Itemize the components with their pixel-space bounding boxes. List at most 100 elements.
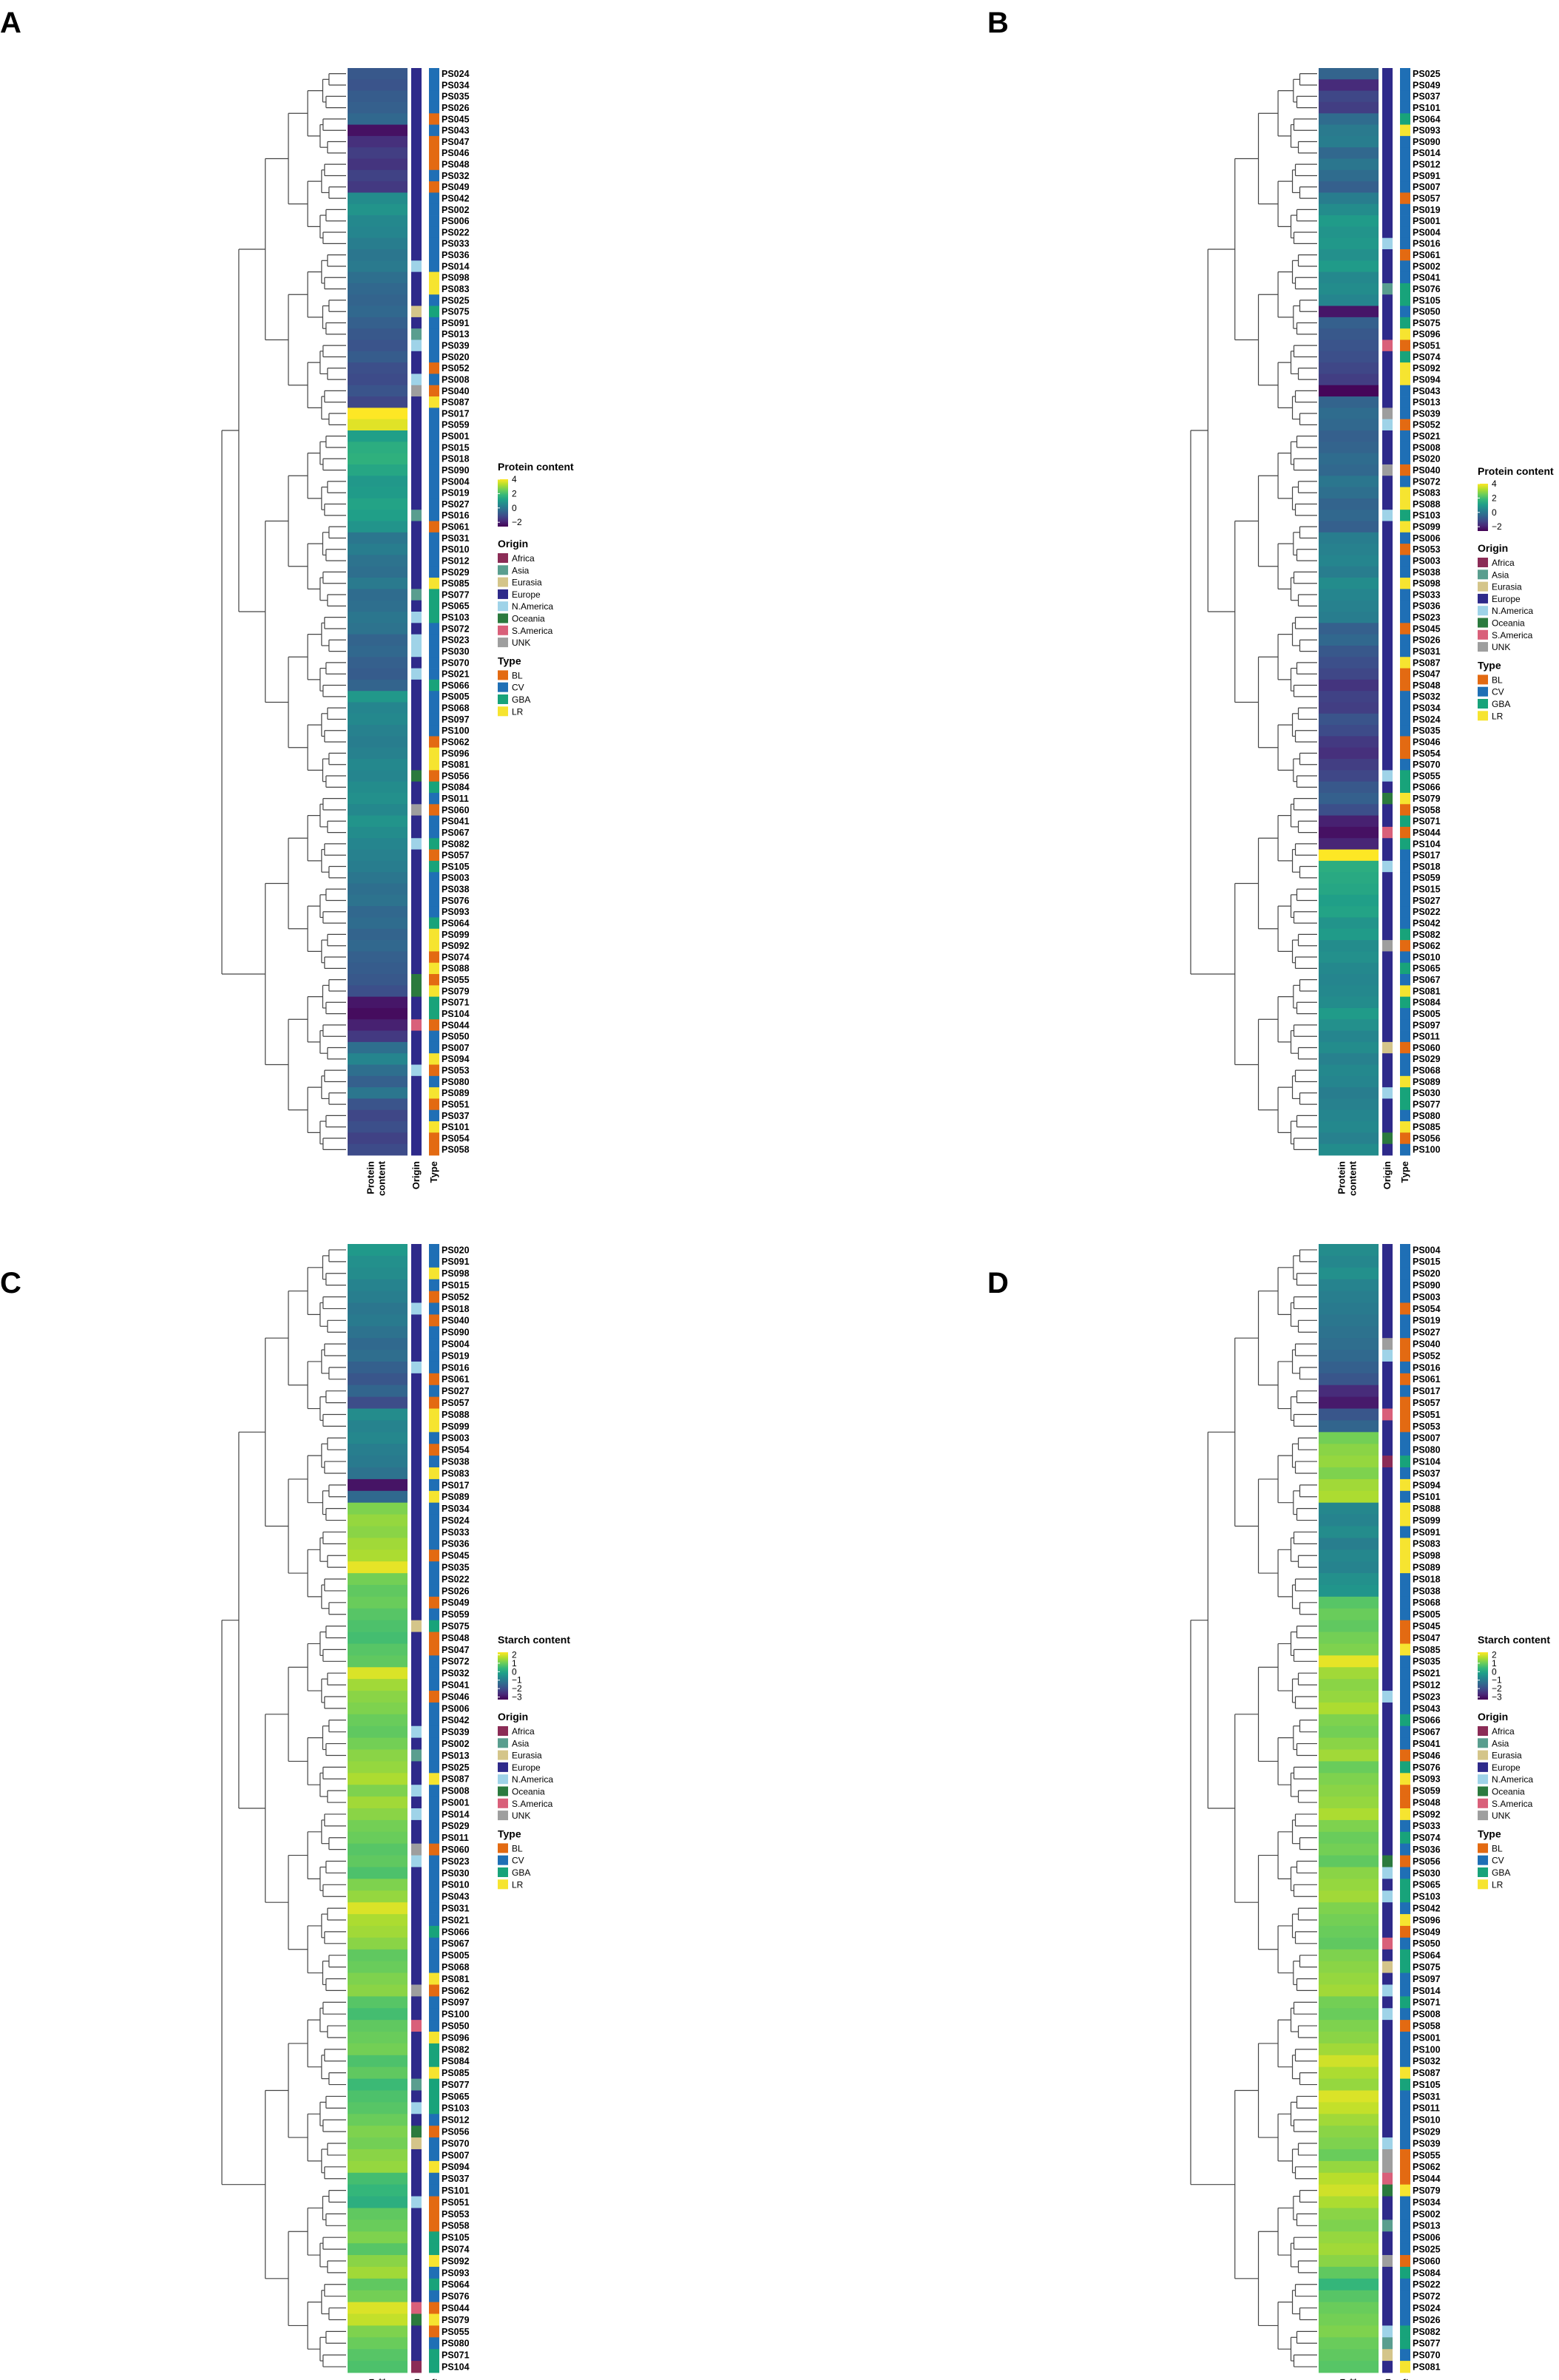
heatmap-cell (348, 339, 407, 352)
row-label: PS020 (442, 1245, 470, 1255)
type-cell (429, 1121, 439, 1133)
legend-type-title: Type (498, 655, 521, 666)
heatmap-cell (1319, 1255, 1379, 1268)
legend-origin-item: UNK (1492, 642, 1510, 652)
row-label: PS061 (442, 1374, 470, 1385)
row-label: PS012 (1413, 1680, 1441, 1690)
type-cell (429, 2137, 439, 2150)
column-label: Type (428, 1161, 439, 1183)
heatmap-cell (1319, 928, 1379, 941)
origin-cell (1382, 962, 1393, 975)
legend-origin-item: Africa (512, 1726, 535, 1737)
type-cell (429, 1843, 439, 1856)
row-label: PS060 (442, 805, 470, 815)
origin-cell (411, 1514, 422, 1527)
type-cell (1400, 770, 1410, 782)
type-cell (1400, 1350, 1410, 1362)
row-label: PS049 (442, 1598, 470, 1608)
row-label: PS047 (442, 137, 470, 147)
legend-type-item: BL (512, 1843, 523, 1853)
legend-swatch (1478, 711, 1488, 721)
legend-origin-title: Origin (1478, 542, 1508, 554)
origin-cell (411, 2055, 422, 2068)
origin-cell (411, 294, 422, 306)
heatmap-cell (1319, 2349, 1379, 2362)
heatmap-cell (1319, 883, 1379, 896)
heatmap-cell (348, 1984, 407, 1997)
type-cell (429, 2160, 439, 2174)
heatmap-cell (348, 1667, 407, 1680)
origin-cell (1382, 1132, 1393, 1145)
row-label: PS003 (442, 873, 470, 883)
heatmap-cell (1319, 2243, 1379, 2256)
row-label: PS024 (1413, 714, 1441, 725)
type-cell (1400, 1902, 1410, 1915)
origin-cell (411, 203, 422, 216)
type-cell (1400, 917, 1410, 930)
origin-cell (1382, 691, 1393, 703)
type-cell (1400, 385, 1410, 397)
row-label: PS049 (1413, 1927, 1441, 1937)
type-cell (1400, 1490, 1410, 1504)
heatmap-cell (1319, 1314, 1379, 1327)
row-label: PS056 (1413, 1856, 1441, 1867)
scale-tick-label: −2 (1492, 521, 1502, 532)
row-label: PS007 (1413, 1433, 1441, 1444)
heatmap-cell (348, 2137, 407, 2150)
origin-cell (411, 1584, 422, 1598)
origin-cell (1382, 464, 1393, 476)
heatmap-cell (1319, 1087, 1379, 1099)
heatmap-cell (1319, 1098, 1379, 1111)
type-cell (429, 147, 439, 159)
origin-cell (1382, 1302, 1393, 1315)
origin-cell (1382, 1538, 1393, 1550)
row-label: PS023 (442, 1856, 470, 1867)
row-label: PS105 (1413, 295, 1441, 305)
row-label: PS032 (442, 1669, 470, 1679)
origin-cell (411, 2172, 422, 2185)
heatmap-cell (1319, 1478, 1379, 1492)
origin-cell (411, 2066, 422, 2080)
origin-cell (1382, 2172, 1393, 2185)
heatmap-cell (1319, 1490, 1379, 1504)
heatmap-cell (1319, 838, 1379, 850)
row-label: PS097 (442, 714, 470, 725)
heatmap-cell (348, 951, 407, 964)
type-cell (429, 1890, 439, 1903)
type-cell (1400, 1291, 1410, 1303)
type-cell (1400, 1749, 1410, 1762)
origin-cell (411, 645, 422, 657)
origin-cell (411, 634, 422, 646)
type-cell (429, 1584, 439, 1598)
origin-cell (1382, 1773, 1393, 1785)
legend-swatch (498, 1843, 508, 1853)
heatmap-cell (1319, 849, 1379, 862)
type-cell (1400, 1643, 1410, 1656)
origin-cell (411, 1890, 422, 1903)
origin-cell (1382, 1053, 1393, 1065)
heatmap-cell (1319, 1972, 1379, 1985)
row-label: PS048 (1413, 1797, 1441, 1808)
heatmap-cell (1319, 860, 1379, 873)
type-cell (1400, 1773, 1410, 1785)
heatmap-cell (348, 2008, 407, 2021)
origin-cell (1382, 442, 1393, 454)
row-label: PS091 (1413, 171, 1441, 181)
column-label-line: Type (1399, 2379, 1410, 2380)
heatmap-cell (348, 928, 407, 941)
origin-cell (1382, 476, 1393, 487)
row-label: PS014 (1413, 1986, 1441, 1996)
row-label: PS099 (1413, 1515, 1441, 1526)
origin-cell (1382, 713, 1393, 726)
origin-cell (411, 79, 422, 92)
origin-cell (411, 906, 422, 918)
legend-swatch (498, 1811, 508, 1821)
heatmap-cell (348, 713, 407, 726)
type-cell (429, 498, 439, 510)
origin-cell (1382, 2090, 1393, 2103)
origin-cell (411, 2196, 422, 2208)
type-cell (1400, 2055, 1410, 2068)
origin-cell (411, 442, 422, 454)
origin-cell (411, 1608, 422, 1621)
heatmap-cell (348, 2114, 407, 2126)
